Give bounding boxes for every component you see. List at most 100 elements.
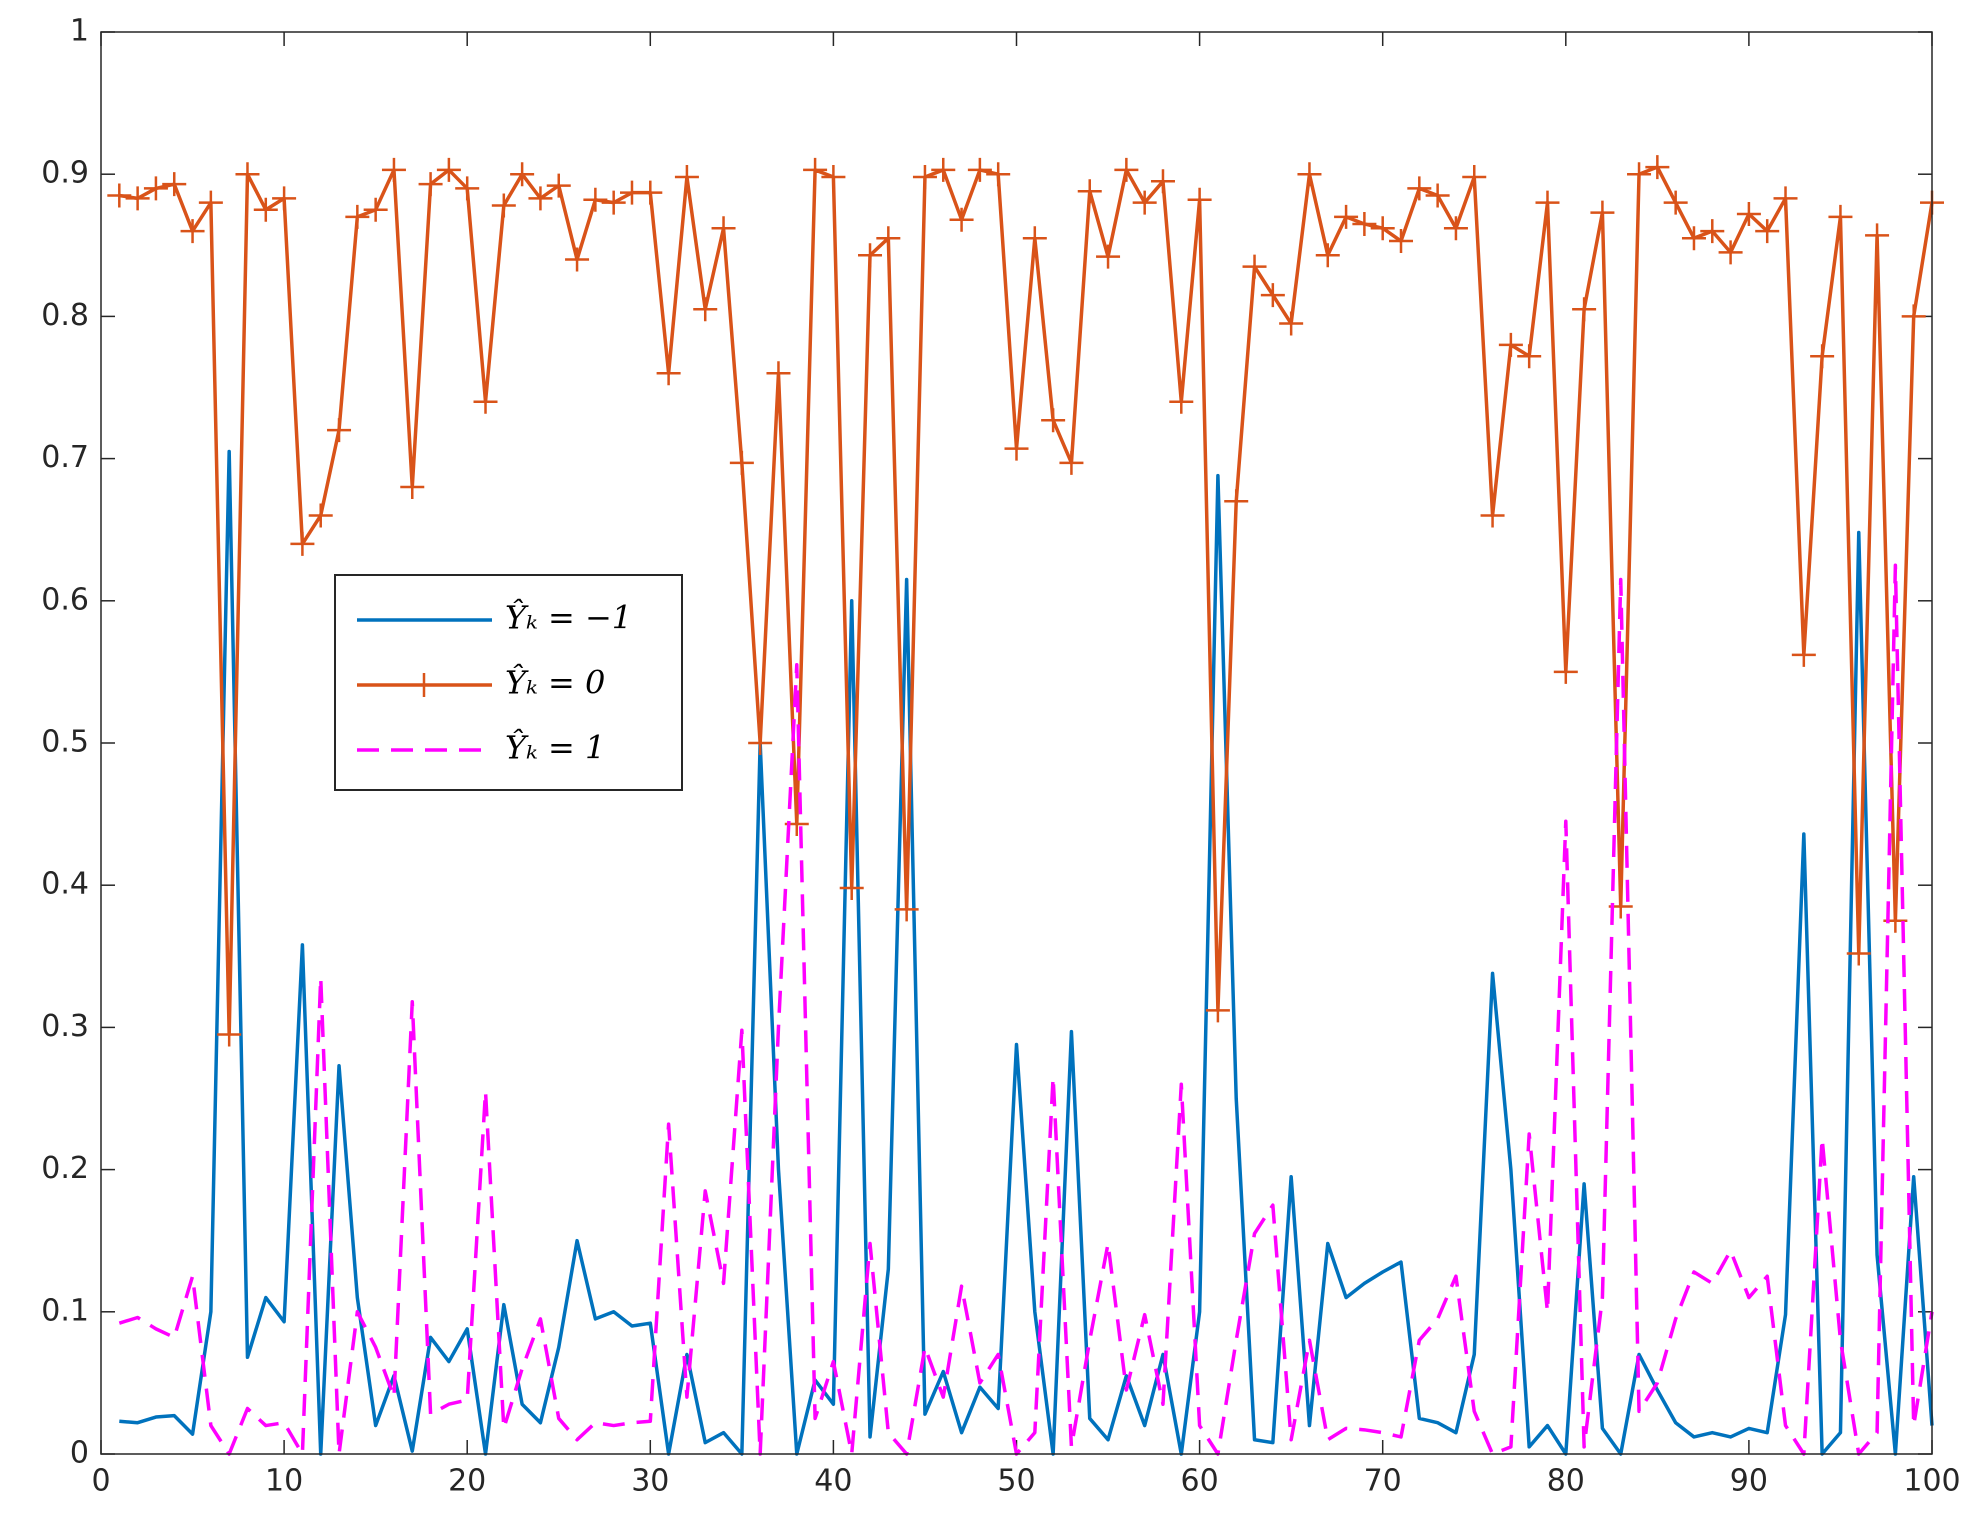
marker bbox=[565, 247, 590, 272]
marker bbox=[143, 176, 168, 201]
marker bbox=[436, 157, 461, 182]
marker bbox=[1773, 186, 1798, 211]
marker bbox=[1681, 226, 1706, 251]
marker bbox=[1828, 204, 1853, 229]
y-tick-label: 0.9 bbox=[41, 156, 89, 191]
x-tick-label: 80 bbox=[1547, 1464, 1585, 1499]
marker bbox=[1132, 190, 1157, 215]
marker bbox=[1224, 489, 1249, 514]
marker bbox=[1004, 436, 1029, 461]
marker bbox=[1755, 219, 1780, 244]
series-line bbox=[119, 449, 1934, 1456]
marker bbox=[125, 186, 150, 211]
marker bbox=[1846, 941, 1871, 966]
marker bbox=[1517, 344, 1542, 369]
marker bbox=[1169, 389, 1194, 414]
marker bbox=[1242, 254, 1267, 279]
marker bbox=[198, 190, 223, 215]
marker bbox=[308, 503, 333, 528]
marker bbox=[1590, 200, 1615, 225]
y-tick-label: 1 bbox=[70, 14, 89, 49]
legend-marker bbox=[412, 673, 436, 697]
x-tick-label: 90 bbox=[1730, 1464, 1768, 1499]
marker bbox=[1059, 450, 1084, 475]
marker bbox=[674, 165, 699, 190]
marker bbox=[858, 243, 883, 268]
series-line bbox=[118, 563, 1934, 1456]
x-tick-label: 60 bbox=[1181, 1464, 1219, 1499]
marker bbox=[510, 162, 535, 187]
marker bbox=[583, 187, 608, 212]
y-tick-label: 0 bbox=[70, 1436, 89, 1471]
marker bbox=[1334, 204, 1359, 229]
axes-box bbox=[100, 31, 1933, 1455]
marker bbox=[1389, 229, 1414, 254]
marker bbox=[949, 207, 974, 232]
marker bbox=[528, 186, 553, 211]
x-tick-label: 0 bbox=[91, 1464, 110, 1499]
y-tick-label: 0.4 bbox=[41, 867, 89, 902]
marker bbox=[1187, 187, 1212, 212]
marker bbox=[766, 361, 791, 386]
marker bbox=[931, 157, 956, 182]
legend-label: Ŷₖ = 0 bbox=[505, 664, 605, 702]
marker bbox=[272, 186, 297, 211]
marker bbox=[363, 197, 388, 222]
x-tick-label: 50 bbox=[997, 1464, 1035, 1499]
x-tick-label: 20 bbox=[448, 1464, 486, 1499]
marker bbox=[455, 176, 480, 201]
marker bbox=[1022, 226, 1047, 251]
marker bbox=[1718, 240, 1743, 265]
marker bbox=[1901, 304, 1926, 329]
marker bbox=[290, 531, 315, 556]
marker bbox=[235, 162, 260, 187]
y-tick-label: 0.7 bbox=[41, 440, 89, 475]
legend-label: Ŷₖ = 1 bbox=[505, 729, 605, 767]
marker bbox=[345, 204, 370, 229]
marker bbox=[1315, 243, 1340, 268]
marker bbox=[1865, 223, 1890, 248]
marker bbox=[912, 165, 937, 190]
marker bbox=[1535, 190, 1560, 215]
marker bbox=[1279, 311, 1304, 336]
y-tick-label: 0.5 bbox=[41, 725, 89, 760]
marker bbox=[1114, 157, 1139, 182]
marker bbox=[473, 389, 498, 414]
y-tick-label: 0.3 bbox=[41, 1009, 89, 1044]
marker bbox=[327, 418, 352, 443]
marker bbox=[1480, 503, 1505, 528]
x-tick-label: 100 bbox=[1903, 1464, 1960, 1499]
marker bbox=[546, 173, 571, 198]
marker bbox=[1462, 165, 1487, 190]
marker bbox=[656, 361, 681, 386]
marker bbox=[1150, 169, 1175, 194]
y-tick-label: 0.2 bbox=[41, 1151, 89, 1186]
marker bbox=[1425, 183, 1450, 208]
series-line bbox=[119, 165, 1934, 1037]
marker bbox=[729, 450, 754, 475]
legend-label: Ŷₖ = −1 bbox=[505, 599, 632, 637]
marker bbox=[1553, 659, 1578, 684]
marker bbox=[1297, 162, 1322, 187]
marker bbox=[1205, 998, 1230, 1023]
marker bbox=[803, 157, 828, 182]
marker bbox=[1407, 176, 1432, 201]
marker bbox=[821, 165, 846, 190]
y-tick-label: 0.1 bbox=[41, 1293, 89, 1328]
y-tick-label: 0.6 bbox=[41, 582, 89, 617]
marker bbox=[1736, 202, 1761, 227]
marker bbox=[162, 172, 187, 197]
marker bbox=[1663, 190, 1688, 215]
marker bbox=[1498, 332, 1523, 357]
marker bbox=[1077, 179, 1102, 204]
marker bbox=[1041, 408, 1066, 433]
marker bbox=[601, 190, 626, 215]
legend-box bbox=[334, 574, 683, 791]
marker bbox=[180, 219, 205, 244]
marker bbox=[381, 157, 406, 182]
marker bbox=[418, 172, 443, 197]
marker bbox=[986, 162, 1011, 187]
marker bbox=[400, 475, 425, 500]
